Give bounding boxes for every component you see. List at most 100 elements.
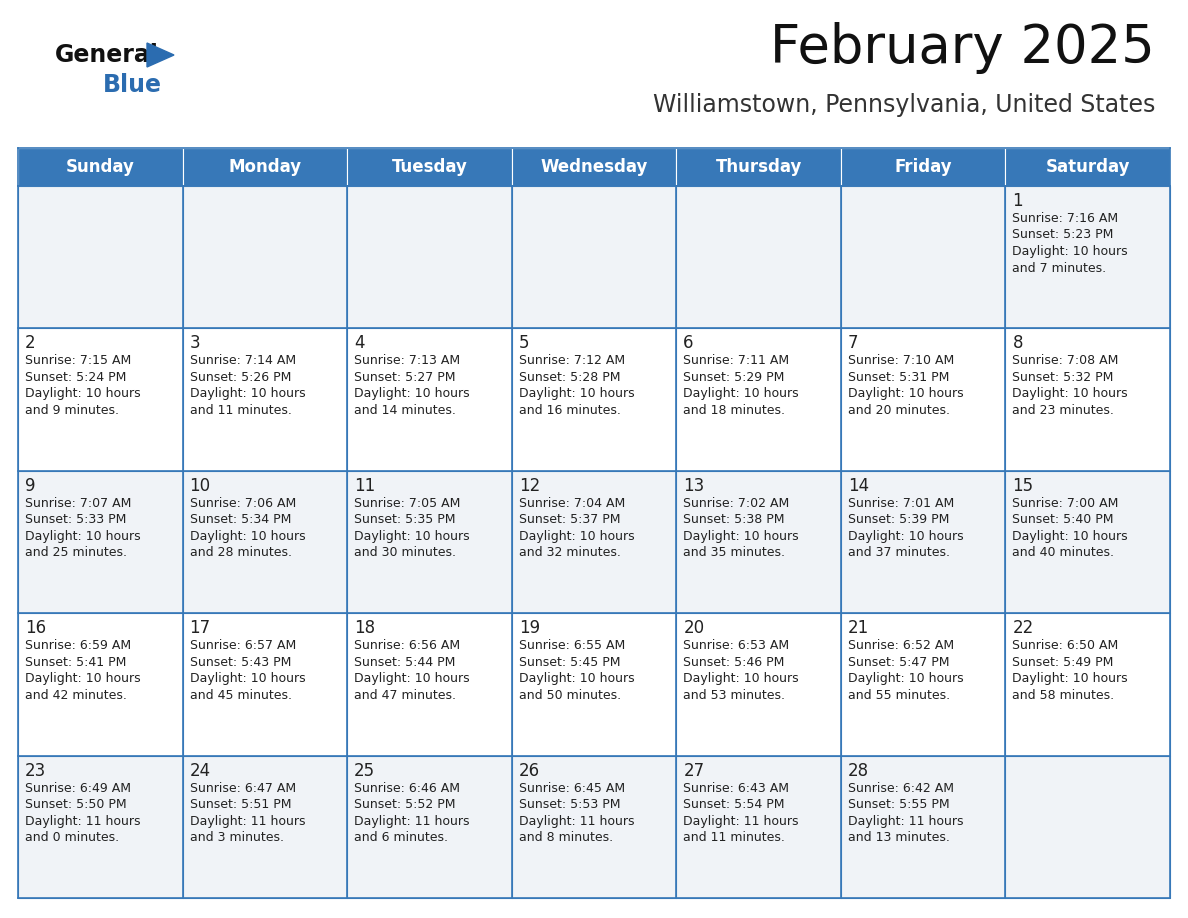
Text: Tuesday: Tuesday bbox=[392, 158, 467, 176]
Text: and 50 minutes.: and 50 minutes. bbox=[519, 688, 621, 701]
Polygon shape bbox=[147, 43, 173, 67]
Text: 2: 2 bbox=[25, 334, 36, 353]
Bar bbox=[841, 329, 1005, 471]
Bar bbox=[512, 329, 676, 471]
Text: Sunset: 5:31 PM: Sunset: 5:31 PM bbox=[848, 371, 949, 384]
Text: 16: 16 bbox=[25, 620, 46, 637]
Text: Daylight: 10 hours: Daylight: 10 hours bbox=[25, 672, 140, 685]
Bar bbox=[347, 471, 512, 613]
Bar bbox=[18, 471, 183, 613]
Text: Daylight: 10 hours: Daylight: 10 hours bbox=[519, 387, 634, 400]
Text: 23: 23 bbox=[25, 762, 46, 779]
Text: Daylight: 10 hours: Daylight: 10 hours bbox=[1012, 530, 1129, 543]
Text: 13: 13 bbox=[683, 476, 704, 495]
Text: Sunset: 5:32 PM: Sunset: 5:32 PM bbox=[1012, 371, 1114, 384]
Text: 24: 24 bbox=[190, 762, 210, 779]
Text: Sunrise: 7:08 AM: Sunrise: 7:08 AM bbox=[1012, 354, 1119, 367]
Bar bbox=[512, 186, 676, 329]
Bar bbox=[841, 186, 1005, 329]
Text: Sunset: 5:33 PM: Sunset: 5:33 PM bbox=[25, 513, 126, 526]
Bar bbox=[841, 613, 1005, 756]
Bar bbox=[676, 471, 841, 613]
Text: and 28 minutes.: and 28 minutes. bbox=[190, 546, 291, 559]
Text: Daylight: 11 hours: Daylight: 11 hours bbox=[354, 814, 469, 828]
Text: Sunset: 5:38 PM: Sunset: 5:38 PM bbox=[683, 513, 785, 526]
Text: Daylight: 11 hours: Daylight: 11 hours bbox=[190, 814, 305, 828]
Text: Daylight: 10 hours: Daylight: 10 hours bbox=[25, 530, 140, 543]
Text: Sunset: 5:29 PM: Sunset: 5:29 PM bbox=[683, 371, 784, 384]
Bar bbox=[676, 756, 841, 898]
Text: Sunset: 5:35 PM: Sunset: 5:35 PM bbox=[354, 513, 456, 526]
Text: Sunset: 5:27 PM: Sunset: 5:27 PM bbox=[354, 371, 456, 384]
Bar bbox=[183, 186, 347, 329]
Text: Daylight: 10 hours: Daylight: 10 hours bbox=[1012, 672, 1129, 685]
Text: Sunrise: 7:04 AM: Sunrise: 7:04 AM bbox=[519, 497, 625, 509]
Bar bbox=[841, 148, 1005, 186]
Text: Sunset: 5:49 PM: Sunset: 5:49 PM bbox=[1012, 655, 1114, 668]
Text: Sunrise: 6:52 AM: Sunrise: 6:52 AM bbox=[848, 639, 954, 652]
Text: and 14 minutes.: and 14 minutes. bbox=[354, 404, 456, 417]
Text: and 47 minutes.: and 47 minutes. bbox=[354, 688, 456, 701]
Bar bbox=[1005, 613, 1170, 756]
Text: Sunrise: 7:01 AM: Sunrise: 7:01 AM bbox=[848, 497, 954, 509]
Text: Sunrise: 7:06 AM: Sunrise: 7:06 AM bbox=[190, 497, 296, 509]
Bar bbox=[18, 329, 183, 471]
Text: Daylight: 10 hours: Daylight: 10 hours bbox=[25, 387, 140, 400]
Text: Monday: Monday bbox=[228, 158, 302, 176]
Bar bbox=[347, 613, 512, 756]
Bar bbox=[841, 756, 1005, 898]
Text: Sunrise: 6:53 AM: Sunrise: 6:53 AM bbox=[683, 639, 789, 652]
Text: Sunset: 5:41 PM: Sunset: 5:41 PM bbox=[25, 655, 126, 668]
Text: Daylight: 11 hours: Daylight: 11 hours bbox=[848, 814, 963, 828]
Text: Daylight: 10 hours: Daylight: 10 hours bbox=[848, 530, 963, 543]
Text: Daylight: 10 hours: Daylight: 10 hours bbox=[848, 672, 963, 685]
Text: 5: 5 bbox=[519, 334, 529, 353]
Text: and 58 minutes.: and 58 minutes. bbox=[1012, 688, 1114, 701]
Bar bbox=[841, 471, 1005, 613]
Bar bbox=[1005, 148, 1170, 186]
Text: Sunset: 5:23 PM: Sunset: 5:23 PM bbox=[1012, 229, 1114, 241]
Text: Sunrise: 7:14 AM: Sunrise: 7:14 AM bbox=[190, 354, 296, 367]
Text: Sunset: 5:40 PM: Sunset: 5:40 PM bbox=[1012, 513, 1114, 526]
Text: Daylight: 11 hours: Daylight: 11 hours bbox=[25, 814, 140, 828]
Text: Daylight: 10 hours: Daylight: 10 hours bbox=[190, 387, 305, 400]
Bar bbox=[676, 613, 841, 756]
Text: and 11 minutes.: and 11 minutes. bbox=[190, 404, 291, 417]
Text: Daylight: 10 hours: Daylight: 10 hours bbox=[848, 387, 963, 400]
Text: and 13 minutes.: and 13 minutes. bbox=[848, 831, 949, 844]
Text: Wednesday: Wednesday bbox=[541, 158, 647, 176]
Bar bbox=[183, 613, 347, 756]
Text: and 40 minutes.: and 40 minutes. bbox=[1012, 546, 1114, 559]
Text: and 3 minutes.: and 3 minutes. bbox=[190, 831, 284, 844]
Text: 11: 11 bbox=[354, 476, 375, 495]
Text: Sunset: 5:47 PM: Sunset: 5:47 PM bbox=[848, 655, 949, 668]
Text: Sunrise: 7:05 AM: Sunrise: 7:05 AM bbox=[354, 497, 461, 509]
Text: Daylight: 11 hours: Daylight: 11 hours bbox=[519, 814, 634, 828]
Text: Sunrise: 7:00 AM: Sunrise: 7:00 AM bbox=[1012, 497, 1119, 509]
Text: 8: 8 bbox=[1012, 334, 1023, 353]
Text: Sunrise: 7:12 AM: Sunrise: 7:12 AM bbox=[519, 354, 625, 367]
Bar bbox=[512, 148, 676, 186]
Text: Sunrise: 6:46 AM: Sunrise: 6:46 AM bbox=[354, 781, 460, 795]
Bar bbox=[676, 148, 841, 186]
Text: Daylight: 10 hours: Daylight: 10 hours bbox=[1012, 245, 1129, 258]
Text: Sunrise: 7:16 AM: Sunrise: 7:16 AM bbox=[1012, 212, 1119, 225]
Bar bbox=[512, 613, 676, 756]
Text: Sunset: 5:53 PM: Sunset: 5:53 PM bbox=[519, 798, 620, 812]
Text: Sunset: 5:37 PM: Sunset: 5:37 PM bbox=[519, 513, 620, 526]
Text: Sunset: 5:44 PM: Sunset: 5:44 PM bbox=[354, 655, 455, 668]
Text: Sunday: Sunday bbox=[65, 158, 134, 176]
Text: 25: 25 bbox=[354, 762, 375, 779]
Text: and 35 minutes.: and 35 minutes. bbox=[683, 546, 785, 559]
Text: 17: 17 bbox=[190, 620, 210, 637]
Text: Daylight: 10 hours: Daylight: 10 hours bbox=[190, 672, 305, 685]
Text: 15: 15 bbox=[1012, 476, 1034, 495]
Text: Sunrise: 6:42 AM: Sunrise: 6:42 AM bbox=[848, 781, 954, 795]
Text: Sunrise: 6:43 AM: Sunrise: 6:43 AM bbox=[683, 781, 789, 795]
Bar bbox=[18, 756, 183, 898]
Text: and 25 minutes.: and 25 minutes. bbox=[25, 546, 127, 559]
Text: Williamstown, Pennsylvania, United States: Williamstown, Pennsylvania, United State… bbox=[652, 93, 1155, 117]
Text: Sunrise: 7:07 AM: Sunrise: 7:07 AM bbox=[25, 497, 132, 509]
Text: Sunset: 5:24 PM: Sunset: 5:24 PM bbox=[25, 371, 126, 384]
Text: 7: 7 bbox=[848, 334, 859, 353]
